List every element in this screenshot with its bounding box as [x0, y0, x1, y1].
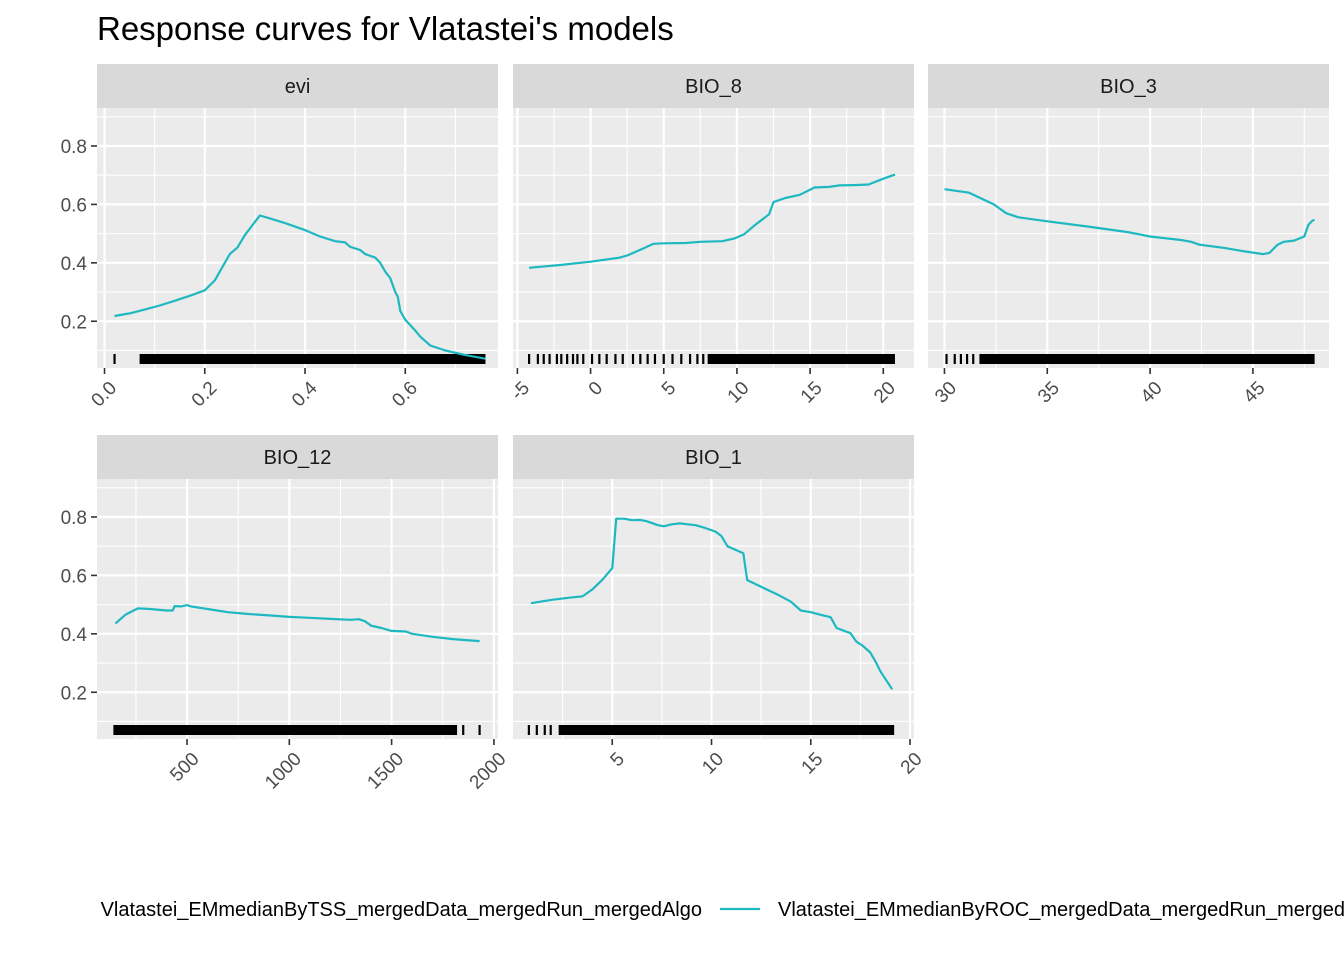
x-tick-label: 0.6: [388, 378, 422, 412]
strip-label-evi: evi: [285, 76, 311, 98]
y-tick-label: 0.6: [61, 195, 87, 216]
x-tick-label: 35: [1034, 378, 1064, 408]
x-tick-label: 45: [1240, 378, 1270, 408]
rug-bio-3: [945, 354, 1315, 364]
x-tick-label: 1000: [261, 749, 306, 794]
rug-band: [139, 354, 486, 364]
x-tick-label: 10: [698, 749, 728, 779]
panel-background: [97, 479, 498, 739]
panel-bio-8: BIO_8 -5 0 5 10 15 20: [507, 64, 914, 408]
x-tick-label: 500: [166, 749, 203, 786]
x-tick-label: 1500: [363, 749, 408, 794]
rug-band: [707, 354, 895, 364]
series-line-bio-1: [530, 517, 894, 690]
x-tick-label: 2000: [466, 749, 511, 794]
strip-label-bio-12: BIO_12: [264, 447, 332, 469]
strip-evi: [97, 64, 498, 108]
chart-title: Response curves for Vlatastei's models: [97, 10, 674, 47]
strip-label-bio-3: BIO_3: [1100, 76, 1157, 98]
rug-band: [113, 725, 458, 735]
legend: Vlatastei_EMmedianByTSS_mergedData_merge…: [101, 899, 1344, 921]
strip-label-bio-1: BIO_1: [685, 447, 742, 469]
series-line-bio-8: [529, 173, 896, 269]
panel-bio-3: BIO_3 30 35 40 45: [928, 64, 1329, 408]
panel-bio-1: BIO_1 5 10 15 20: [513, 435, 927, 779]
rug-evi: [113, 354, 486, 364]
x-tick-label: 20: [870, 378, 900, 408]
y-tick-label: 0.4: [61, 625, 88, 646]
series-line-bio-12: [114, 604, 480, 643]
series-line-evi: [114, 214, 486, 360]
rug-bio-8: [527, 354, 895, 364]
x-tick-label: 5: [607, 749, 629, 771]
rug-band: [558, 725, 895, 735]
strip-bio-1: [513, 435, 914, 479]
panel-background: [97, 108, 498, 368]
rug-bio-1: [527, 725, 895, 735]
panel-background: [513, 479, 914, 739]
rug-bio-12: [113, 725, 481, 735]
strip-label-bio-8: BIO_8: [685, 76, 742, 98]
legend-label-roc: Vlatastei_EMmedianByROC_mergedData_merge…: [778, 899, 1344, 921]
x-tick-label: 40: [1137, 378, 1167, 408]
strip-bio-3: [928, 64, 1329, 108]
panels-layer: evi 0.2 0.4 0.6 0.8 0.0 0.2 0.4 0.6 BIO_8 -5 0 5 10 15…: [61, 64, 1329, 793]
y-tick-label: 0.6: [61, 566, 87, 587]
x-tick-label: 0.2: [188, 378, 222, 412]
y-tick-label: 0.4: [61, 254, 88, 275]
y-tick-label: 0.2: [61, 683, 87, 704]
x-tick-label: 0.0: [88, 378, 122, 412]
x-tick-label: 10: [724, 378, 754, 408]
panel-background: [928, 108, 1329, 368]
panel-evi: evi 0.2 0.4 0.6 0.8 0.0 0.2 0.4 0.6: [61, 64, 498, 411]
x-tick-label: 20: [897, 749, 927, 779]
x-tick-label: 0: [585, 378, 607, 400]
x-tick-label: 15: [797, 378, 827, 408]
x-tick-label: 15: [798, 749, 828, 779]
legend-label-tss: Vlatastei_EMmedianByTSS_mergedData_merge…: [101, 899, 702, 921]
x-tick-label: 0.4: [288, 377, 322, 411]
y-tick-label: 0.8: [61, 137, 87, 158]
rug-band: [979, 354, 1315, 364]
y-tick-label: 0.8: [61, 508, 87, 529]
y-tick-label: 0.2: [61, 312, 87, 333]
strip-bio-8: [513, 64, 914, 108]
x-tick-label: -5: [507, 378, 534, 405]
panel-bio-12: BIO_12 0.2 0.4 0.6 0.8 500 1000 1500 2000: [61, 435, 511, 794]
x-tick-label: 5: [658, 378, 680, 400]
x-tick-label: 30: [931, 378, 961, 408]
series-line-bio-3: [944, 188, 1315, 256]
strip-bio-12: [97, 435, 498, 479]
